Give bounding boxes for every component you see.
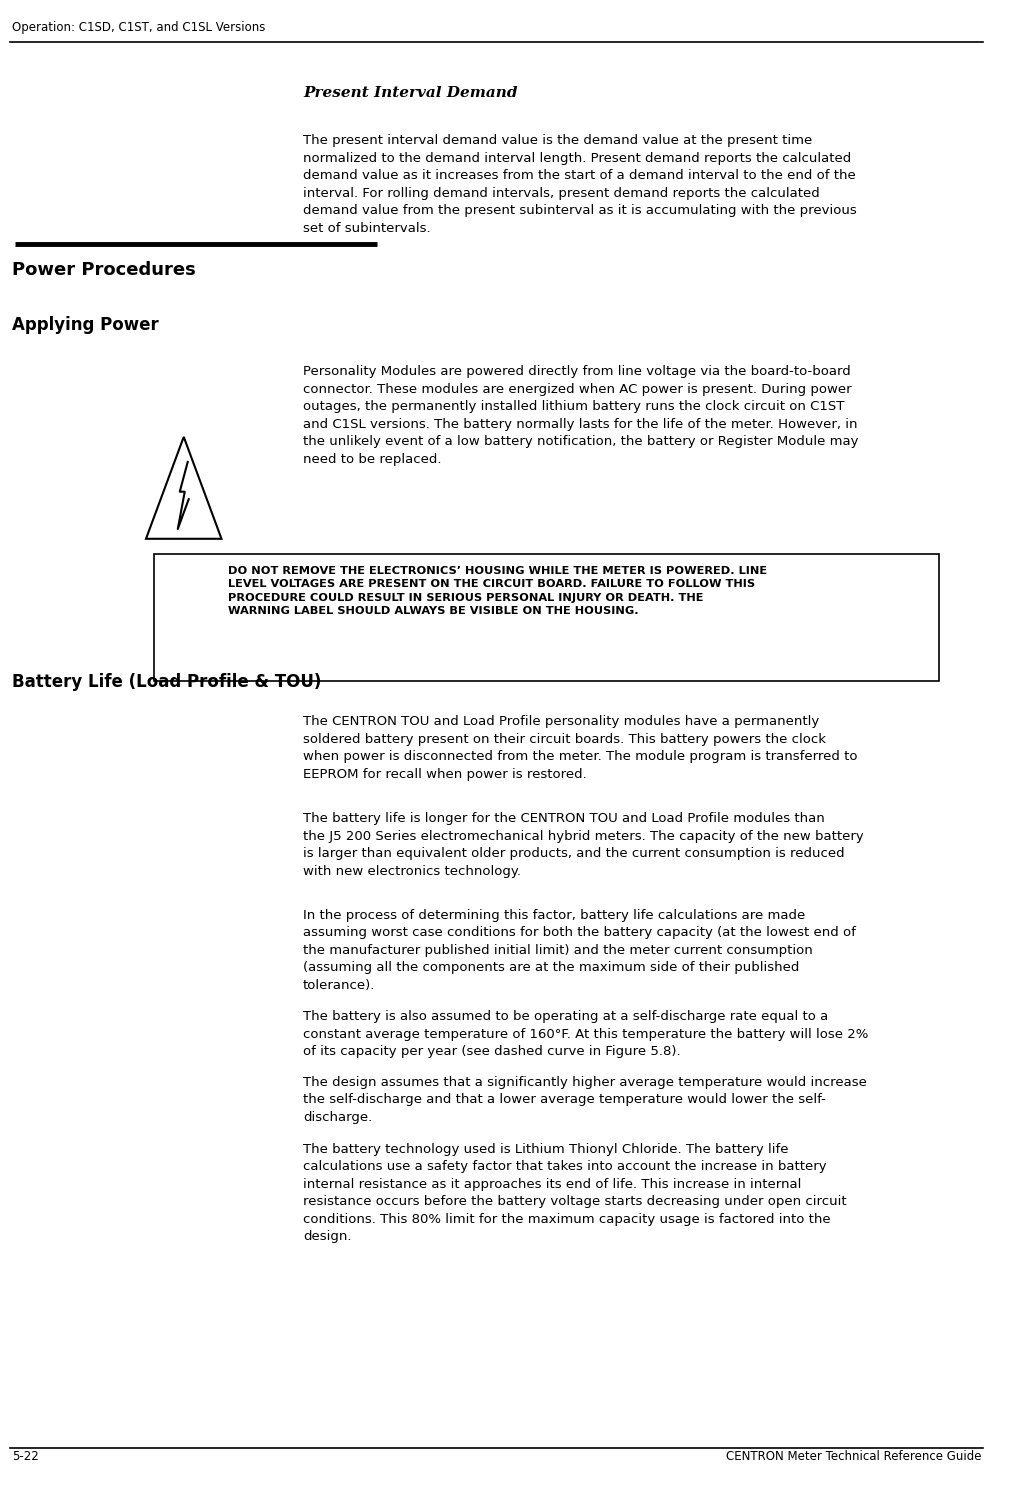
- Text: Personality Modules are powered directly from line voltage via the board-to-boar: Personality Modules are powered directly…: [303, 365, 858, 465]
- Text: Battery Life (Load Profile & TOU): Battery Life (Load Profile & TOU): [12, 673, 321, 691]
- Text: Applying Power: Applying Power: [12, 316, 159, 334]
- Text: The present interval demand value is the demand value at the present time
normal: The present interval demand value is the…: [303, 134, 857, 234]
- Text: The CENTRON TOU and Load Profile personality modules have a permanently
soldered: The CENTRON TOU and Load Profile persona…: [303, 715, 857, 781]
- Text: Present Interval Demand: Present Interval Demand: [303, 86, 518, 100]
- Text: The battery life is longer for the CENTRON TOU and Load Profile modules than
the: The battery life is longer for the CENTR…: [303, 812, 864, 878]
- Text: 5-22: 5-22: [12, 1450, 38, 1463]
- FancyBboxPatch shape: [154, 554, 939, 681]
- Text: The battery technology used is Lithium Thionyl Chloride. The battery life
calcul: The battery technology used is Lithium T…: [303, 1143, 847, 1243]
- Text: Power Procedures: Power Procedures: [12, 261, 196, 279]
- Text: DO NOT REMOVE THE ELECTRONICS’ HOUSING WHILE THE METER IS POWERED. LINE
LEVEL VO: DO NOT REMOVE THE ELECTRONICS’ HOUSING W…: [229, 566, 768, 615]
- Polygon shape: [146, 437, 222, 539]
- Text: Operation: C1SD, C1ST, and C1SL Versions: Operation: C1SD, C1ST, and C1SL Versions: [12, 21, 265, 34]
- Text: The battery is also assumed to be operating at a self-discharge rate equal to a
: The battery is also assumed to be operat…: [303, 1010, 868, 1058]
- Text: The design assumes that a significantly higher average temperature would increas: The design assumes that a significantly …: [303, 1076, 867, 1123]
- Text: CENTRON Meter Technical Reference Guide: CENTRON Meter Technical Reference Guide: [726, 1450, 982, 1463]
- Text: In the process of determining this factor, battery life calculations are made
as: In the process of determining this facto…: [303, 909, 856, 992]
